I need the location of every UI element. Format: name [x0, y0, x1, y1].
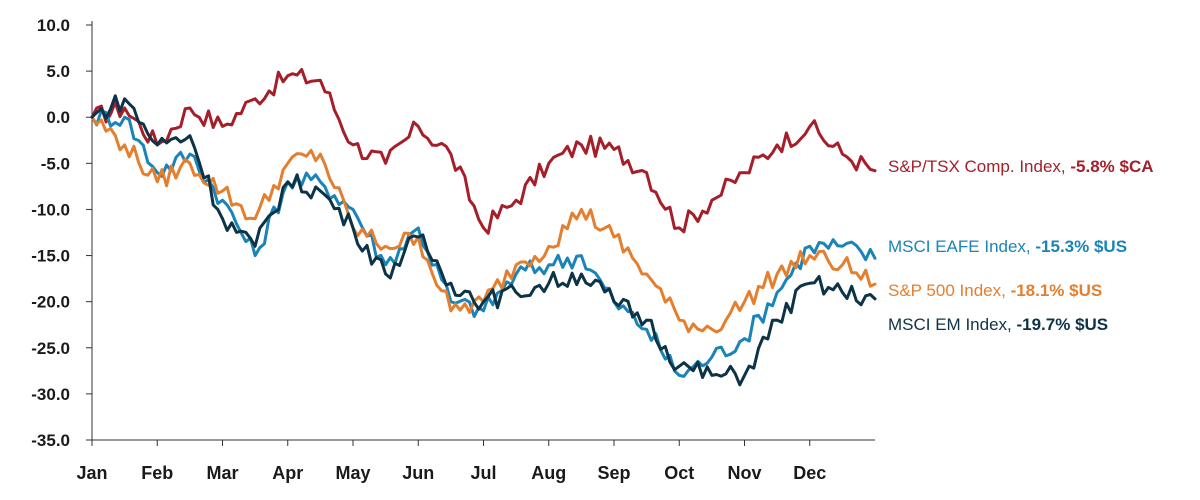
series-label-0: S&P/TSX Comp. Index, -5.8% $CA	[888, 157, 1154, 176]
series-label-name: S&P 500 Index,	[888, 281, 1011, 300]
series-label-name: MSCI EAFE Index,	[888, 237, 1035, 256]
x-tick-label: Aug	[531, 463, 566, 483]
y-tick-label: -10.0	[31, 200, 70, 219]
y-tick-label: 5.0	[46, 62, 70, 81]
series-label-3: MSCI EM Index, -19.7% $US	[888, 315, 1108, 334]
x-tick-label: Dec	[793, 463, 826, 483]
series-line-3	[90, 94, 877, 387]
y-axis: 10.0 5.0 0.0 -5.0 -10.0 -15.0 -20.0 -25.0 -30.0 -…	[31, 16, 93, 450]
y-tick-label: 10.0	[37, 16, 70, 35]
series-label-2: S&P 500 Index, -18.1% $US	[888, 281, 1102, 300]
x-tick-label: May	[335, 463, 370, 483]
series-label-value: -19.7% $US	[1016, 315, 1108, 334]
x-tick-label: Jul	[470, 463, 496, 483]
x-tick-label: Sep	[597, 463, 630, 483]
y-tick-label: 0.0	[46, 108, 70, 127]
y-tick-label: -5.0	[41, 154, 70, 173]
x-tick-label: Jan	[76, 463, 107, 483]
x-tick-label: Jun	[402, 463, 434, 483]
x-tick-label: Nov	[727, 463, 761, 483]
series-line-1	[90, 109, 877, 378]
x-axis: Jan Feb Mar Apr May Jun Jul Aug Sep Oct Nov Dec	[76, 439, 875, 483]
series-label-name: S&P/TSX Comp. Index,	[888, 157, 1070, 176]
series-label-value: -15.3% $US	[1035, 237, 1127, 256]
series-lines	[90, 68, 877, 387]
y-tick-label: -35.0	[31, 431, 70, 450]
y-tick-label: -20.0	[31, 293, 70, 312]
series-line-0	[90, 68, 877, 235]
series-label-value: -5.8% $CA	[1070, 157, 1153, 176]
x-tick-label: Mar	[206, 463, 238, 483]
y-tick-label: -15.0	[31, 247, 70, 266]
series-label-name: MSCI EM Index,	[888, 315, 1016, 334]
x-tick-label: Apr	[272, 463, 303, 483]
series-label-value: -18.1% $US	[1011, 281, 1103, 300]
x-tick-label: Oct	[664, 463, 694, 483]
y-tick-label: -25.0	[31, 339, 70, 358]
y-tick-label: -30.0	[31, 385, 70, 404]
x-tick-label: Feb	[141, 463, 173, 483]
series-labels: S&P/TSX Comp. Index, -5.8% $CA MSCI EAFE …	[888, 157, 1154, 334]
series-label-1: MSCI EAFE Index, -15.3% $US	[888, 237, 1127, 256]
